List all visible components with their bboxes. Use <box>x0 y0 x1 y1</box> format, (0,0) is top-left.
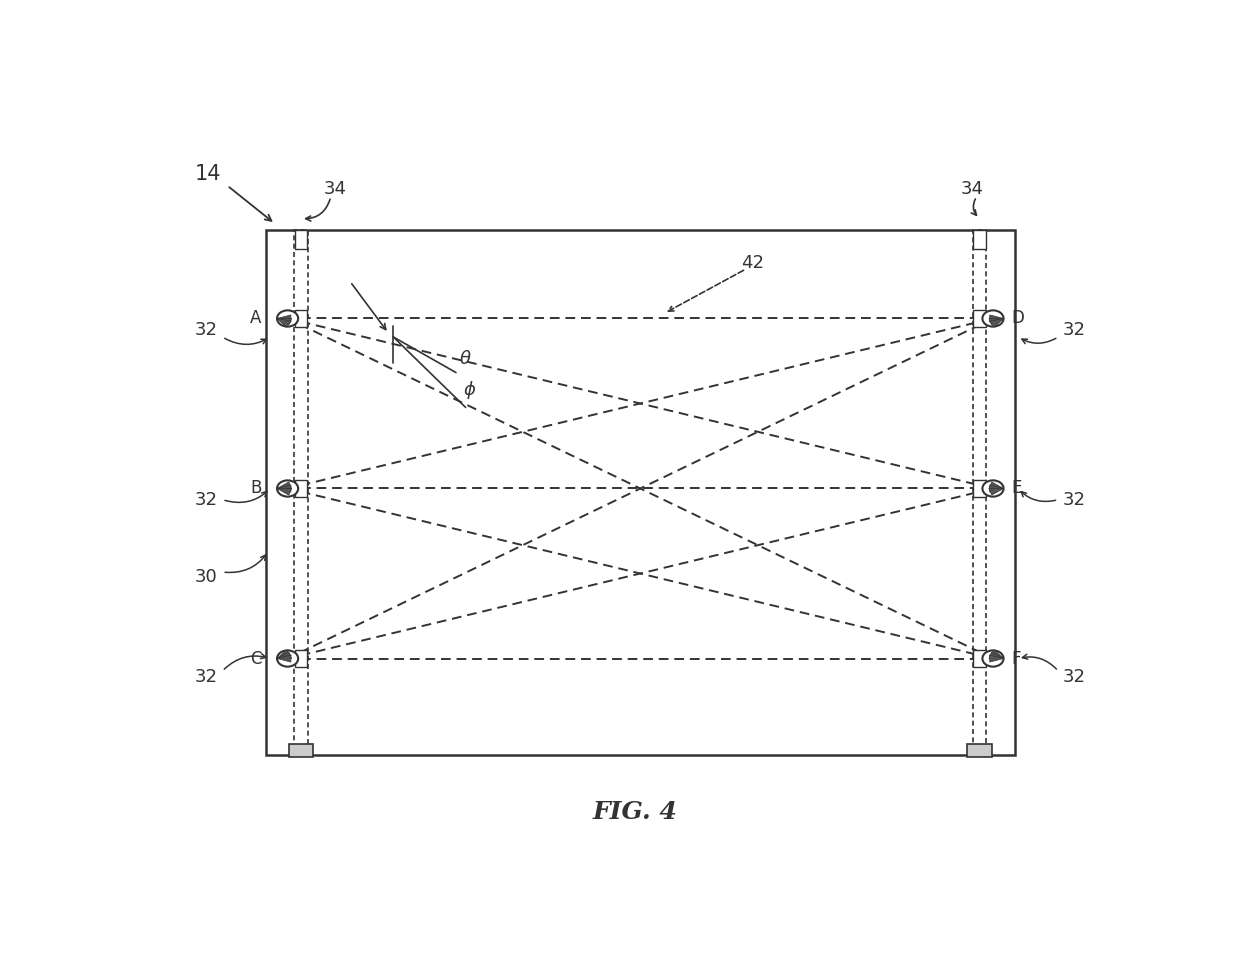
Text: E: E <box>1012 479 1022 497</box>
Polygon shape <box>277 485 291 492</box>
Text: F: F <box>1012 650 1021 667</box>
Text: C: C <box>250 650 262 667</box>
Bar <box>265 229 1016 755</box>
Polygon shape <box>277 650 291 659</box>
Text: A: A <box>250 309 262 327</box>
Text: D: D <box>1012 309 1024 327</box>
Polygon shape <box>277 315 291 322</box>
Bar <box>973 650 986 666</box>
Text: FIG. 4: FIG. 4 <box>593 800 678 824</box>
Text: $\theta$: $\theta$ <box>459 350 471 368</box>
Text: 32: 32 <box>195 491 217 509</box>
Text: B: B <box>250 479 262 497</box>
Circle shape <box>982 310 1003 326</box>
Circle shape <box>277 310 298 326</box>
Text: $\phi$: $\phi$ <box>464 379 476 401</box>
Polygon shape <box>990 655 1003 662</box>
Bar <box>294 229 308 755</box>
Bar <box>295 650 308 666</box>
Polygon shape <box>990 482 1003 489</box>
Bar <box>967 743 992 756</box>
Polygon shape <box>990 650 1003 659</box>
Polygon shape <box>277 319 291 327</box>
Circle shape <box>277 480 298 496</box>
Bar <box>973 480 986 496</box>
Bar <box>295 229 308 250</box>
Bar <box>973 229 986 250</box>
Bar <box>973 310 986 326</box>
Circle shape <box>982 480 1003 496</box>
Polygon shape <box>990 485 1003 492</box>
Text: 32: 32 <box>1063 668 1086 686</box>
Text: 34: 34 <box>960 180 983 198</box>
Polygon shape <box>990 652 1003 659</box>
Bar <box>295 310 308 326</box>
Text: 32: 32 <box>1063 321 1086 339</box>
Polygon shape <box>277 489 291 495</box>
Circle shape <box>982 650 1003 666</box>
Text: 30: 30 <box>195 568 217 587</box>
Polygon shape <box>277 652 291 659</box>
Polygon shape <box>277 482 291 489</box>
Text: 34: 34 <box>324 180 347 198</box>
Polygon shape <box>277 655 291 662</box>
Text: 14: 14 <box>195 164 221 184</box>
Polygon shape <box>990 319 1003 327</box>
Text: 42: 42 <box>742 254 764 272</box>
Circle shape <box>277 650 298 666</box>
Polygon shape <box>990 489 1003 495</box>
Bar <box>289 743 314 756</box>
Polygon shape <box>990 319 1003 325</box>
Polygon shape <box>277 319 291 325</box>
Bar <box>295 480 308 496</box>
Bar <box>973 229 986 755</box>
Polygon shape <box>990 315 1003 322</box>
Text: 32: 32 <box>195 668 217 686</box>
Text: 32: 32 <box>195 321 217 339</box>
Text: 32: 32 <box>1063 491 1086 509</box>
